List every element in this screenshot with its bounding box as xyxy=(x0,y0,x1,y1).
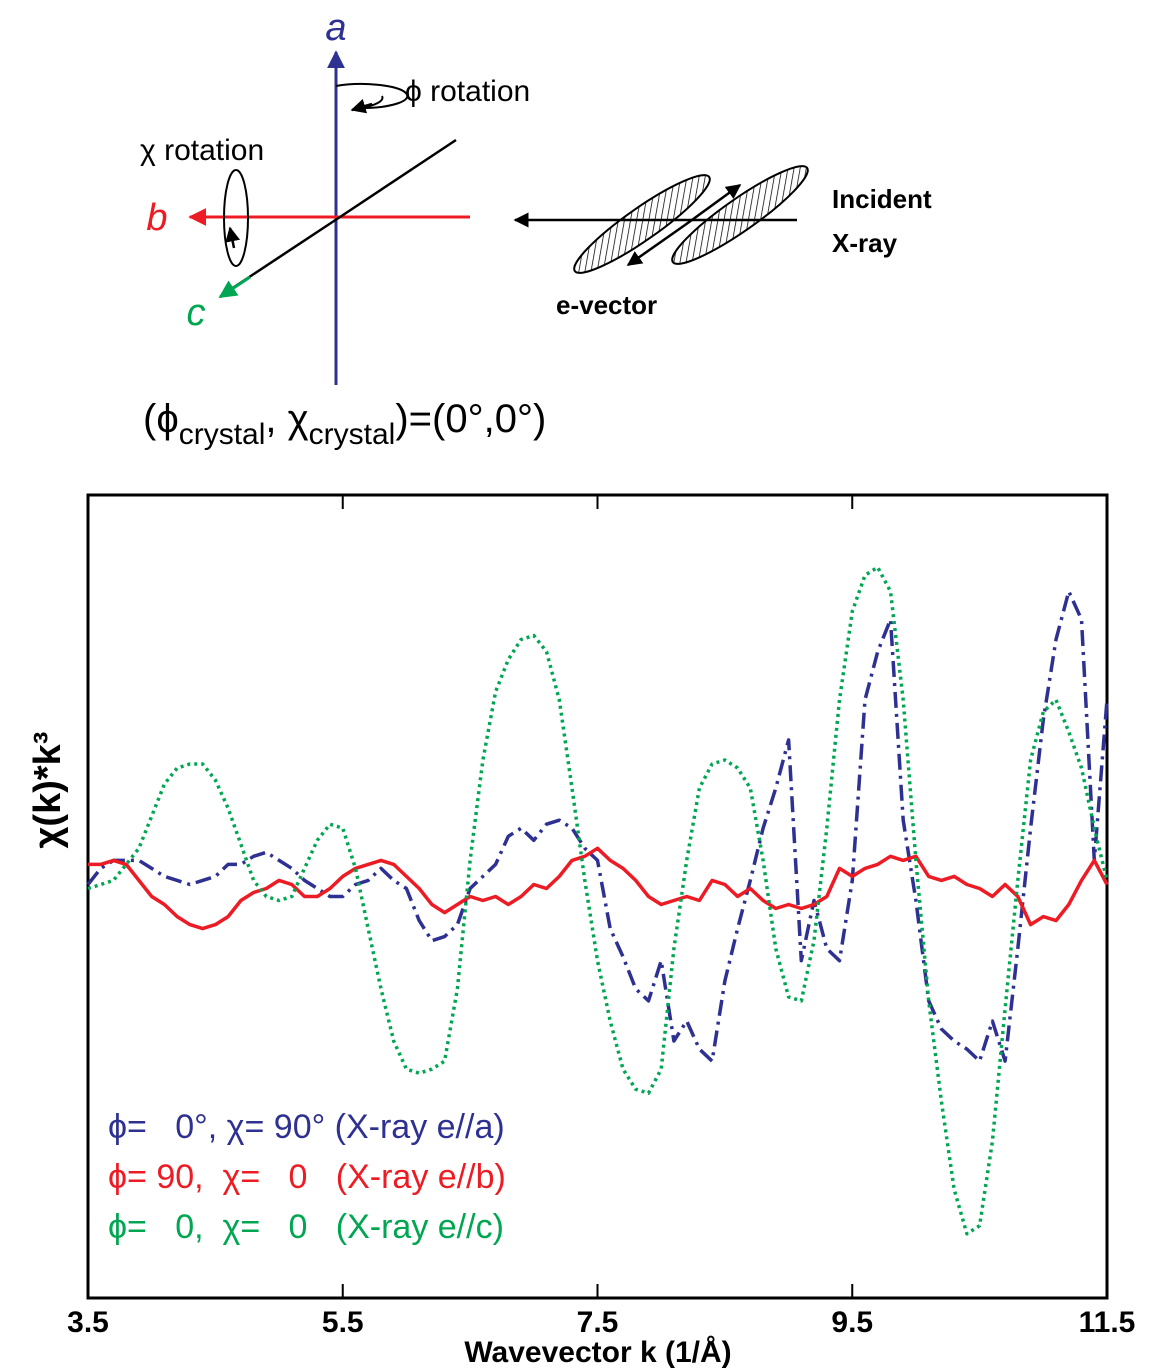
axis-label: b xyxy=(146,197,167,239)
y-axis-label: χ(k)*k³ xyxy=(27,732,69,849)
legend-entry: ϕ= 90, χ= 0 (X-ray e//b) xyxy=(108,1158,506,1196)
x-tick-label: 11.5 xyxy=(1079,1306,1136,1339)
x-axis-label: Wavevector k (1/Å) xyxy=(464,1336,731,1369)
diagram: a b c ϕ rotation χ rotation Incident X-r… xyxy=(140,7,932,451)
e-vector-arrow xyxy=(684,183,742,227)
chi-arrow-head xyxy=(225,226,241,249)
incident-label: Incident xyxy=(832,184,932,214)
axis-c-head xyxy=(218,275,251,299)
caption-part: , χ xyxy=(265,397,308,441)
caption-part: (ϕ xyxy=(143,397,179,441)
legend-entry: ϕ= 0, χ= 0 (X-ray e//c) xyxy=(108,1208,504,1246)
chart: χ(k)*k³ Wavevector k (1/Å) 3.5 5.5 7.5 9.5 1… xyxy=(27,493,1136,1369)
caption-part: crystal xyxy=(309,418,396,451)
e-field-lobe xyxy=(573,174,711,274)
phi-rotation-label: ϕ rotation xyxy=(405,75,530,108)
caption-part: crystal xyxy=(179,418,266,451)
data-line xyxy=(86,589,1109,1063)
legend-entry: ϕ= 0°, χ= 90° (X-ray e//a) xyxy=(108,1108,505,1146)
caption: (ϕcrystal, χcrystal)=(0°,0°) xyxy=(143,397,546,451)
phi-arrow-head xyxy=(350,98,373,114)
e-vector-label: e-vector xyxy=(556,290,657,320)
data-line xyxy=(87,565,1109,1236)
x-tick-label: 9.5 xyxy=(831,1306,873,1339)
x-tick-label: 5.5 xyxy=(322,1306,364,1339)
axis-label: a xyxy=(325,7,346,49)
data-line xyxy=(88,846,1109,931)
x-tick-label: 7.5 xyxy=(577,1306,619,1339)
incident-label: X-ray xyxy=(832,228,898,258)
axis-c-back xyxy=(339,138,457,219)
chi-rotation-label: χ rotation xyxy=(140,134,264,167)
chi-rotation-arrow xyxy=(223,169,249,267)
axis-label: c xyxy=(187,292,206,334)
e-vector-arrow xyxy=(626,223,686,267)
caption-part: )=(0°,0°) xyxy=(395,397,546,441)
e-field-lobe xyxy=(671,165,809,265)
x-tick-label: 3.5 xyxy=(67,1306,109,1339)
